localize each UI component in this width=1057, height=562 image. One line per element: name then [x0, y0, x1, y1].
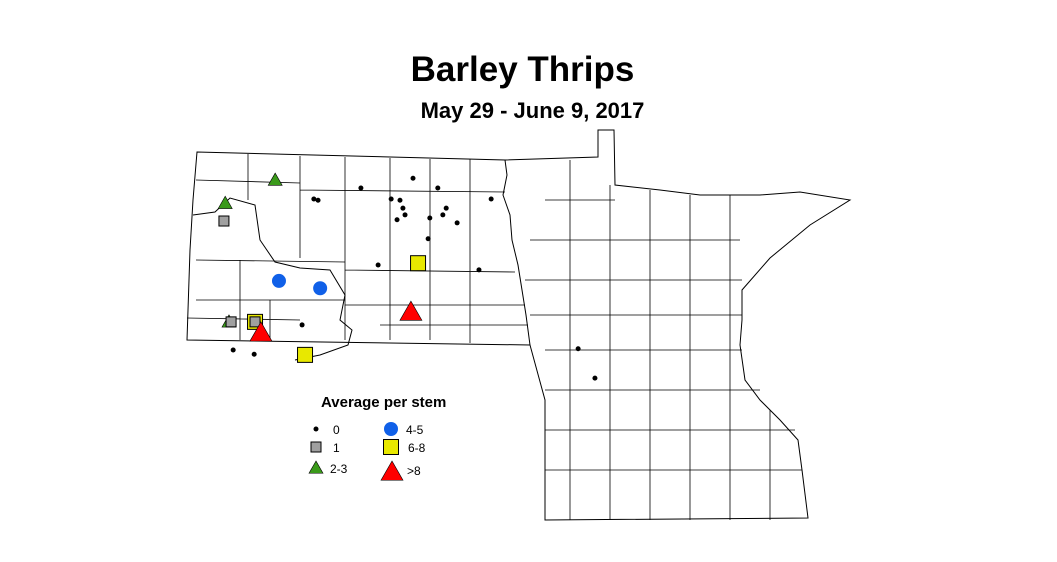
site-marker — [218, 215, 230, 227]
site-marker — [251, 351, 257, 357]
site-marker — [315, 197, 321, 203]
legend-symbol — [313, 426, 319, 432]
legend-symbol — [383, 439, 399, 455]
site-marker — [488, 196, 494, 202]
site-marker — [297, 346, 314, 363]
site-marker — [230, 347, 236, 353]
map-title: Barley Thrips — [410, 50, 635, 89]
site-markers — [217, 172, 598, 381]
site-marker — [454, 220, 460, 226]
legend-title: Average per stem — [321, 394, 447, 411]
site-marker — [375, 262, 381, 268]
site-marker — [427, 215, 433, 221]
site-marker — [575, 346, 581, 352]
site-marker — [400, 205, 406, 211]
site-marker — [267, 172, 283, 186]
site-marker — [435, 185, 441, 191]
site-marker — [410, 255, 427, 272]
legend-label-1: 1 — [333, 441, 340, 455]
legend-label-gt8: >8 — [407, 464, 421, 478]
legend-symbol — [384, 422, 398, 436]
legend-label-4-5: 4-5 — [406, 423, 424, 437]
legend-symbol — [310, 441, 322, 453]
site-marker — [311, 196, 317, 202]
site-marker — [440, 212, 446, 218]
north-dakota-outline — [186, 151, 531, 346]
legend-label-2-3: 2-3 — [330, 462, 348, 476]
site-marker — [225, 316, 237, 328]
site-marker — [271, 273, 286, 288]
map-subtitle: May 29 - June 9, 2017 — [420, 98, 645, 123]
site-marker — [358, 185, 364, 191]
legend-symbols — [308, 422, 404, 481]
legend-label-6-8: 6-8 — [408, 441, 426, 455]
legend-symbol — [380, 460, 404, 481]
site-marker — [388, 196, 394, 202]
site-marker — [399, 300, 423, 321]
site-marker — [476, 267, 482, 273]
legend-symbol — [308, 460, 324, 474]
site-marker — [592, 375, 598, 381]
site-marker — [410, 175, 416, 181]
site-marker — [249, 316, 261, 328]
site-marker — [443, 205, 449, 211]
site-marker — [217, 195, 233, 209]
site-marker — [425, 236, 431, 242]
site-marker — [299, 322, 305, 328]
site-marker — [402, 212, 408, 218]
minnesota-outline — [504, 129, 852, 521]
legend-label-0: 0 — [333, 423, 340, 437]
site-marker — [313, 281, 328, 296]
site-marker — [397, 197, 403, 203]
site-marker — [249, 321, 273, 342]
county-lines — [186, 154, 802, 520]
missouri-river — [192, 197, 353, 361]
site-marker — [394, 217, 400, 223]
